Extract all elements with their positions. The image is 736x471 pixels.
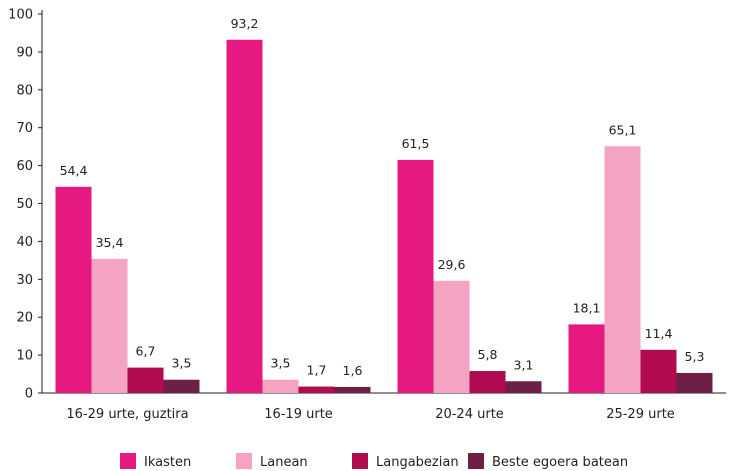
bar-beste-egoera-batean: [505, 381, 542, 393]
y-tick-label: 30: [16, 273, 33, 288]
data-label: 5,3: [685, 349, 705, 364]
category-label: 16-19 urte: [264, 407, 333, 422]
bar-beste-egoera-batean: [334, 386, 371, 393]
y-tick-label: 90: [16, 45, 33, 60]
bar-beste-egoera-batean: [163, 379, 200, 393]
data-label: 29,6: [438, 257, 466, 272]
bar-langabezian: [298, 386, 335, 393]
y-tick-label: 70: [16, 121, 33, 136]
legend: Ikasten Lanean Langabezian Beste egoera bat…: [120, 453, 628, 470]
bar-ikasten: [568, 324, 605, 393]
data-label: 1,6: [343, 363, 363, 378]
data-label: 11,4: [645, 326, 673, 341]
category-label: 20-24 urte: [435, 407, 504, 422]
bar-lanean: [433, 280, 470, 393]
y-tick-label: 0: [25, 387, 33, 402]
bar-lanean: [604, 146, 641, 393]
legend-label: Beste egoera batean: [492, 455, 628, 470]
data-label: 18,1: [573, 300, 601, 315]
bar-langabezian: [640, 349, 677, 393]
bar-lanean: [262, 379, 299, 393]
data-label: 93,2: [231, 16, 259, 31]
bar-ikasten: [226, 39, 263, 393]
data-label: 54,4: [60, 163, 88, 178]
data-label: 5,8: [478, 347, 498, 362]
bar-langabezian: [127, 367, 164, 393]
y-tick-label: 10: [16, 349, 33, 364]
legend-label: Langabezian: [376, 455, 459, 470]
y-axis: 0 10 20 30 40 50 60 70 80 90 100: [8, 8, 42, 402]
data-label: 61,5: [402, 136, 430, 151]
legend-swatch: [468, 453, 484, 469]
category-label: 16-29 urte, guztira: [66, 407, 188, 422]
category-labels: 16-29 urte, guztira 16-19 urte 20-24 urte 2…: [66, 407, 674, 422]
bar-ikasten: [397, 159, 434, 393]
bar-beste-egoera-batean: [676, 372, 713, 393]
y-tick-label: 80: [16, 83, 33, 98]
bar-langabezian: [469, 371, 506, 393]
y-tick-label: 50: [16, 197, 33, 212]
y-tick-label: 40: [16, 235, 33, 250]
legend-swatch: [120, 453, 136, 469]
y-tick-label: 100: [8, 8, 33, 23]
data-label: 6,7: [136, 344, 156, 359]
legend-label: Ikasten: [144, 455, 191, 470]
data-label: 3,5: [271, 356, 291, 371]
y-tick-label: 60: [16, 159, 33, 174]
legend-label: Lanean: [260, 455, 308, 470]
data-label: 3,5: [172, 356, 192, 371]
legend-swatch: [352, 453, 368, 469]
data-label: 65,1: [609, 122, 637, 137]
data-label: 3,1: [514, 357, 534, 372]
data-label: 1,7: [307, 363, 327, 378]
data-label: 35,4: [96, 235, 124, 250]
legend-swatch: [236, 453, 252, 469]
bar-ikasten: [55, 186, 92, 393]
category-label: 25-29 urte: [606, 407, 675, 422]
bar-lanean: [91, 258, 128, 393]
y-tick-label: 20: [16, 311, 33, 326]
bars: 54,4 35,4 6,7 3,5 93,2 3,5 1,7 1,6 61,5 29,6 5,8 3,…: [55, 16, 713, 393]
